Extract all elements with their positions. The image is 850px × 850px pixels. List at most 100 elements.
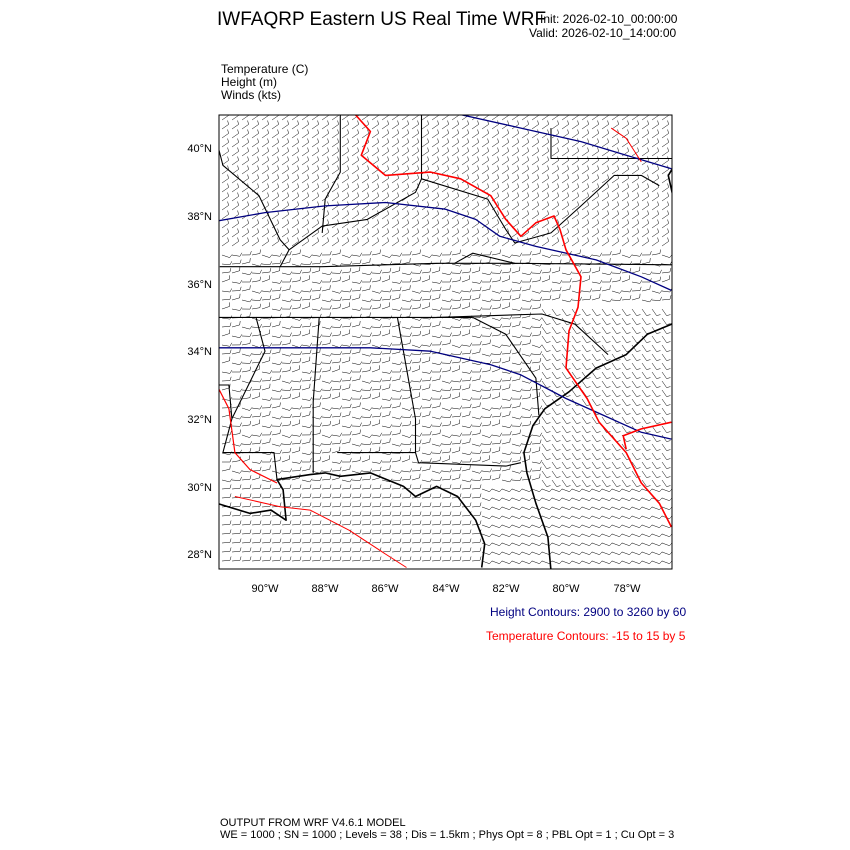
wind-barb <box>301 156 309 166</box>
wind-barb <box>511 395 522 400</box>
wind-barb <box>571 497 583 501</box>
wind-barb <box>391 192 399 202</box>
wind-barb <box>531 290 543 294</box>
wind-barb <box>451 365 460 373</box>
wind-barb <box>611 165 619 175</box>
wind-barb <box>371 156 379 166</box>
wind-barb <box>241 475 252 481</box>
wind-barb <box>361 120 369 130</box>
wind-barb <box>391 402 401 409</box>
wind-barb <box>221 329 231 337</box>
wind-barb <box>221 147 229 157</box>
wind-barb <box>321 115 329 121</box>
wind-barb <box>311 529 322 535</box>
wind-barb <box>571 407 581 415</box>
wind-barb <box>251 237 259 247</box>
wind-barb <box>261 556 272 562</box>
wind-barb <box>351 286 362 292</box>
state-border <box>436 313 609 356</box>
wind-barb <box>251 412 262 418</box>
height-contour <box>219 347 672 440</box>
wind-barb <box>371 520 382 526</box>
wind-barb <box>291 520 302 526</box>
wind-barb <box>621 317 631 325</box>
wind-barb <box>281 520 292 526</box>
wind-barb <box>482 278 492 283</box>
wind-barb <box>291 459 303 464</box>
wind-barb <box>271 120 279 130</box>
wind-barb <box>341 465 351 472</box>
wind-barb <box>341 315 353 320</box>
wind-barb <box>521 332 532 337</box>
wind-barb <box>441 380 453 384</box>
wind-barb <box>451 392 460 400</box>
wind-barb <box>301 465 311 472</box>
wind-barb <box>441 219 449 229</box>
wind-barb <box>301 376 312 382</box>
wind-barb <box>451 165 459 175</box>
wind-barb <box>381 349 392 355</box>
wind-barb <box>311 320 321 328</box>
wind-barb <box>421 356 431 364</box>
wind-barb <box>441 359 452 364</box>
wind-barb <box>631 210 639 220</box>
wind-barb <box>591 479 601 487</box>
wind-barb <box>331 330 342 337</box>
wind-barb <box>651 138 659 148</box>
wind-barb <box>571 371 581 379</box>
wind-barb <box>441 413 452 418</box>
wind-barb <box>651 335 661 343</box>
wind-barb <box>281 556 292 562</box>
wind-barb <box>421 261 433 266</box>
wind-barb <box>541 425 551 433</box>
wind-barb <box>351 259 362 265</box>
wind-barb <box>541 138 549 148</box>
wind-barb <box>561 416 571 424</box>
field-height: Height (m) <box>221 75 278 89</box>
wind-barb <box>351 415 363 420</box>
wind-barb <box>231 259 242 265</box>
wind-barb <box>561 138 569 148</box>
wind-barb <box>591 293 601 301</box>
wind-barb <box>241 325 253 330</box>
wind-barb <box>501 228 509 238</box>
wind-barb <box>541 254 553 258</box>
wind-barb <box>221 228 229 238</box>
wind-barb <box>251 201 259 211</box>
plot-title: IWFAQRP Eastern US Real Time WRF <box>217 9 547 30</box>
wind-barb <box>531 269 542 274</box>
wind-barb <box>421 192 429 202</box>
wind-barb <box>641 506 653 510</box>
wind-barb <box>531 228 539 238</box>
wind-barb <box>511 488 523 492</box>
wind-barb <box>561 461 571 469</box>
wind-barb <box>581 174 589 184</box>
wind-barb <box>491 473 501 481</box>
wind-barb <box>341 383 351 391</box>
lon-tick: 86°W <box>371 583 399 595</box>
wind-barb <box>371 365 380 373</box>
wind-barb <box>521 285 531 292</box>
wind-barb <box>311 456 321 463</box>
wind-barb <box>441 228 449 238</box>
wind-barb <box>471 138 479 148</box>
wind-barb <box>451 296 462 301</box>
wind-barb <box>331 392 340 400</box>
wind-barb <box>541 288 553 293</box>
wind-barb <box>291 432 303 437</box>
wind-barb <box>551 416 561 424</box>
wind-barb <box>251 351 263 356</box>
wind-barb <box>221 342 233 347</box>
wind-barb <box>481 441 493 446</box>
wind-barb <box>571 228 579 238</box>
wind-barb <box>321 138 329 148</box>
wind-barb <box>551 279 563 284</box>
wind-barb <box>401 420 412 427</box>
wind-barb <box>331 296 342 301</box>
state-border <box>279 174 660 267</box>
wind-barb <box>481 420 492 427</box>
wind-barb <box>561 524 573 528</box>
wind-barb <box>321 380 333 384</box>
wind-barb <box>511 293 521 301</box>
wind-barb <box>321 339 331 346</box>
